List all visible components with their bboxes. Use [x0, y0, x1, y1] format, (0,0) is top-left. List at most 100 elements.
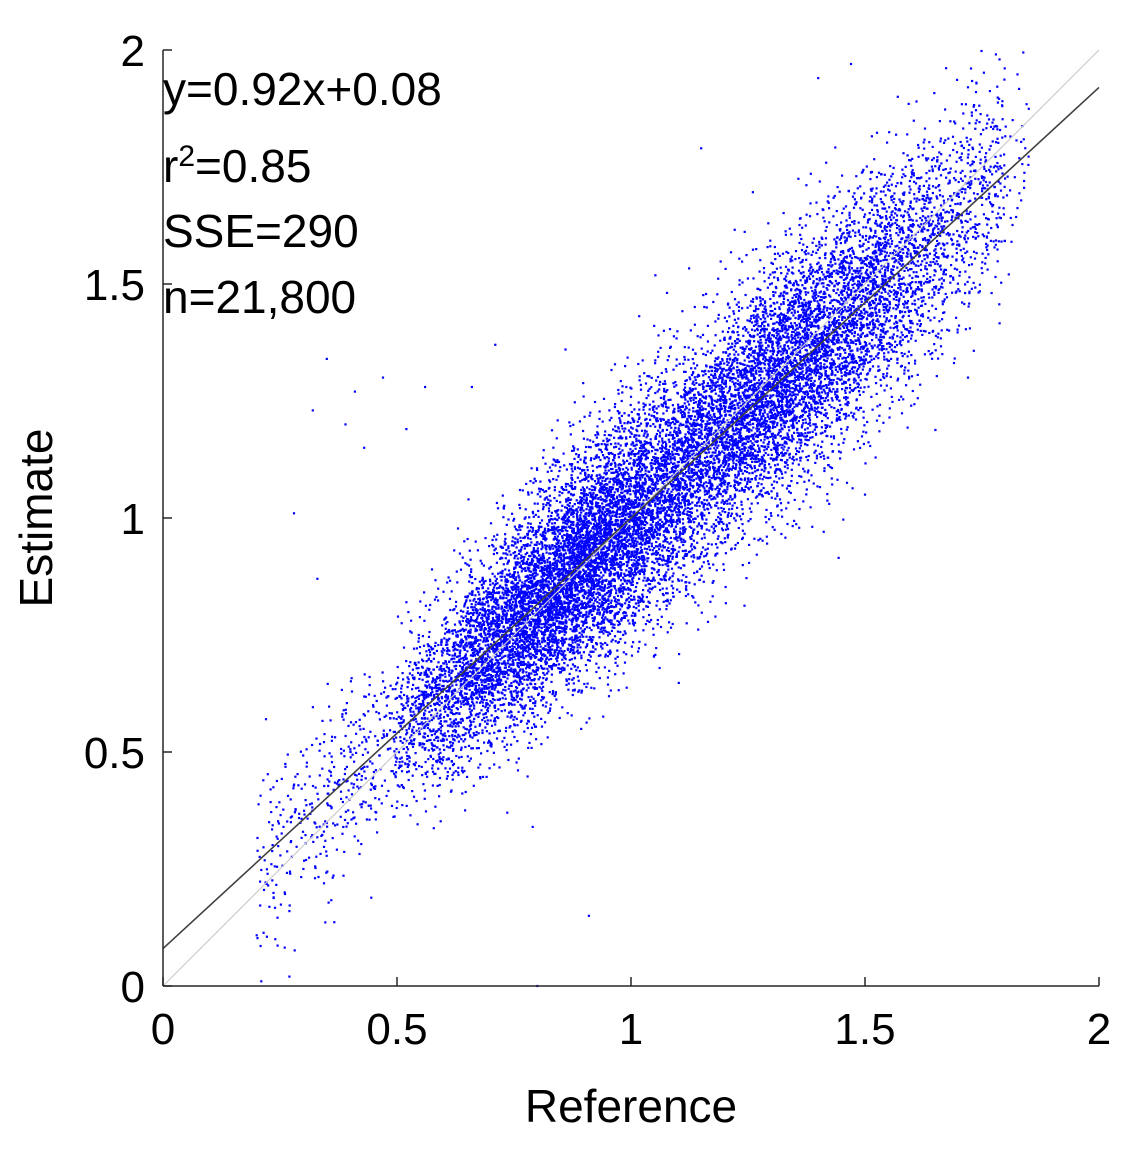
data-point [489, 651, 491, 653]
data-point [885, 348, 887, 350]
data-point [653, 562, 655, 564]
data-point [651, 415, 653, 417]
data-point [527, 727, 529, 729]
data-point [515, 659, 517, 661]
data-point [831, 467, 833, 469]
data-point [614, 425, 616, 427]
data-point [923, 296, 925, 298]
data-point [720, 260, 722, 262]
data-point [685, 576, 687, 578]
data-point [807, 366, 809, 368]
data-point [903, 296, 905, 298]
data-point [746, 406, 748, 408]
data-point [787, 502, 789, 504]
data-point [997, 260, 999, 262]
data-point [486, 750, 488, 752]
data-point [721, 501, 723, 503]
data-point [779, 498, 781, 500]
data-point [614, 658, 616, 660]
data-point [532, 482, 534, 484]
data-point [729, 386, 731, 388]
data-point [395, 748, 397, 750]
data-point [736, 366, 738, 368]
data-point [709, 385, 711, 387]
data-point [917, 144, 919, 146]
data-point [593, 591, 595, 593]
data-point [959, 271, 961, 273]
data-point [577, 666, 579, 668]
data-point [689, 378, 691, 380]
data-point [912, 290, 914, 292]
data-point [753, 355, 755, 357]
data-point [879, 315, 881, 317]
data-point [957, 329, 959, 331]
data-point [985, 198, 987, 200]
data-point [439, 715, 441, 717]
data-point [873, 358, 875, 360]
data-point [642, 580, 644, 582]
data-point [447, 649, 449, 651]
data-point [517, 558, 519, 560]
data-point [351, 782, 353, 784]
data-point [707, 340, 709, 342]
data-point [942, 273, 944, 275]
data-point [518, 553, 520, 555]
data-point [639, 573, 641, 575]
data-point [669, 503, 671, 505]
data-point [711, 401, 713, 403]
data-point [725, 529, 727, 531]
data-point [992, 128, 994, 130]
data-point [907, 427, 909, 429]
data-point [1001, 172, 1003, 174]
data-point [1016, 207, 1018, 209]
data-point [616, 650, 618, 652]
data-point [914, 360, 916, 362]
data-point [665, 600, 667, 602]
data-point [573, 614, 575, 616]
data-point [769, 332, 771, 334]
data-point [802, 391, 804, 393]
data-point [549, 504, 551, 506]
data-point [696, 525, 698, 527]
data-point [702, 420, 704, 422]
data-point [863, 243, 865, 245]
data-point [551, 544, 553, 546]
data-point [523, 731, 525, 733]
data-point [445, 623, 447, 625]
data-point [572, 663, 574, 665]
data-point [968, 264, 970, 266]
data-point [996, 166, 998, 168]
data-point [561, 659, 563, 661]
data-point [593, 687, 595, 689]
data-point [677, 464, 679, 466]
data-point [628, 525, 630, 527]
data-point [716, 552, 718, 554]
data-point [928, 170, 930, 172]
data-point [841, 347, 843, 349]
data-point [705, 523, 707, 525]
data-point [586, 486, 588, 488]
data-point [623, 672, 625, 674]
data-point [701, 370, 703, 372]
data-point [517, 769, 519, 771]
data-point [746, 345, 748, 347]
data-point [942, 209, 944, 211]
data-point [661, 440, 663, 442]
data-point [669, 432, 671, 434]
data-point [610, 602, 612, 604]
data-point [406, 698, 408, 700]
data-point [965, 220, 967, 222]
data-point [871, 289, 873, 291]
data-point [545, 701, 547, 703]
data-point [819, 257, 821, 259]
data-point [776, 301, 778, 303]
data-point [742, 513, 744, 515]
data-point [881, 347, 883, 349]
data-point [764, 280, 766, 282]
data-point [548, 507, 550, 509]
data-point [868, 350, 870, 352]
data-point [561, 505, 563, 507]
data-point [590, 496, 592, 498]
data-point [762, 358, 764, 360]
data-point [497, 599, 499, 601]
